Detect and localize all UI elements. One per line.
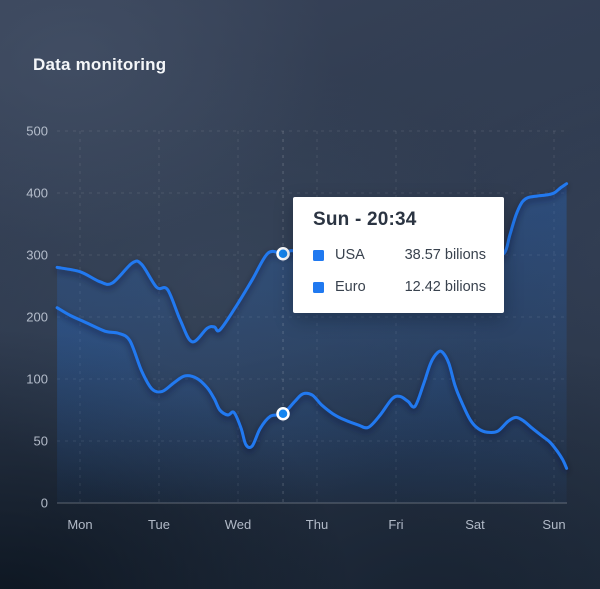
chart-tooltip: Sun - 20:34 USA 38.57 bilions Euro 12.42… xyxy=(293,197,504,313)
euro-series-label: Euro xyxy=(335,279,366,295)
y-axis-tick-label: 200 xyxy=(26,310,48,325)
euro-series-swatch-icon xyxy=(313,281,324,293)
tooltip-title: Sun - 20:34 xyxy=(313,209,417,230)
x-axis-day-label: Sun xyxy=(542,517,565,532)
tooltip-row-usa: USA 38.57 bilions xyxy=(313,245,486,265)
y-axis-tick-label: 50 xyxy=(34,434,48,449)
y-axis-tick-label: 500 xyxy=(26,124,48,139)
usa-series-swatch-icon xyxy=(313,249,324,261)
page-title: Data monitoring xyxy=(33,55,167,74)
euro-series-line xyxy=(55,306,569,470)
x-axis-day-label: Thu xyxy=(306,517,328,532)
y-axis-tick-label: 400 xyxy=(26,186,48,201)
euro-data-point-marker[interactable] xyxy=(276,406,290,421)
usa-series-value: 38.57 bilions xyxy=(404,247,486,263)
x-axis-day-label: Tue xyxy=(148,517,170,532)
usa-series-label: USA xyxy=(335,247,365,263)
axis-labels: 0 50 100 200 300 400 500 Mon Tue Wed Thu Fri Sat Sun xyxy=(26,124,565,533)
x-axis-day-label: Sat xyxy=(465,517,485,532)
x-axis-day-label: Mon xyxy=(67,517,92,532)
y-axis-tick-label: 300 xyxy=(26,248,48,263)
euro-series-value: 12.42 bilions xyxy=(404,279,486,295)
y-axis-tick-label: 100 xyxy=(26,372,48,387)
tooltip-row-euro: Euro 12.42 bilions xyxy=(313,277,486,297)
euro-series-area xyxy=(57,307,567,503)
y-axis-tick-label: 0 xyxy=(41,496,48,511)
x-axis-day-label: Wed xyxy=(225,517,252,532)
x-axis-day-label: Fri xyxy=(388,517,403,532)
usa-data-point-marker[interactable] xyxy=(276,247,290,261)
